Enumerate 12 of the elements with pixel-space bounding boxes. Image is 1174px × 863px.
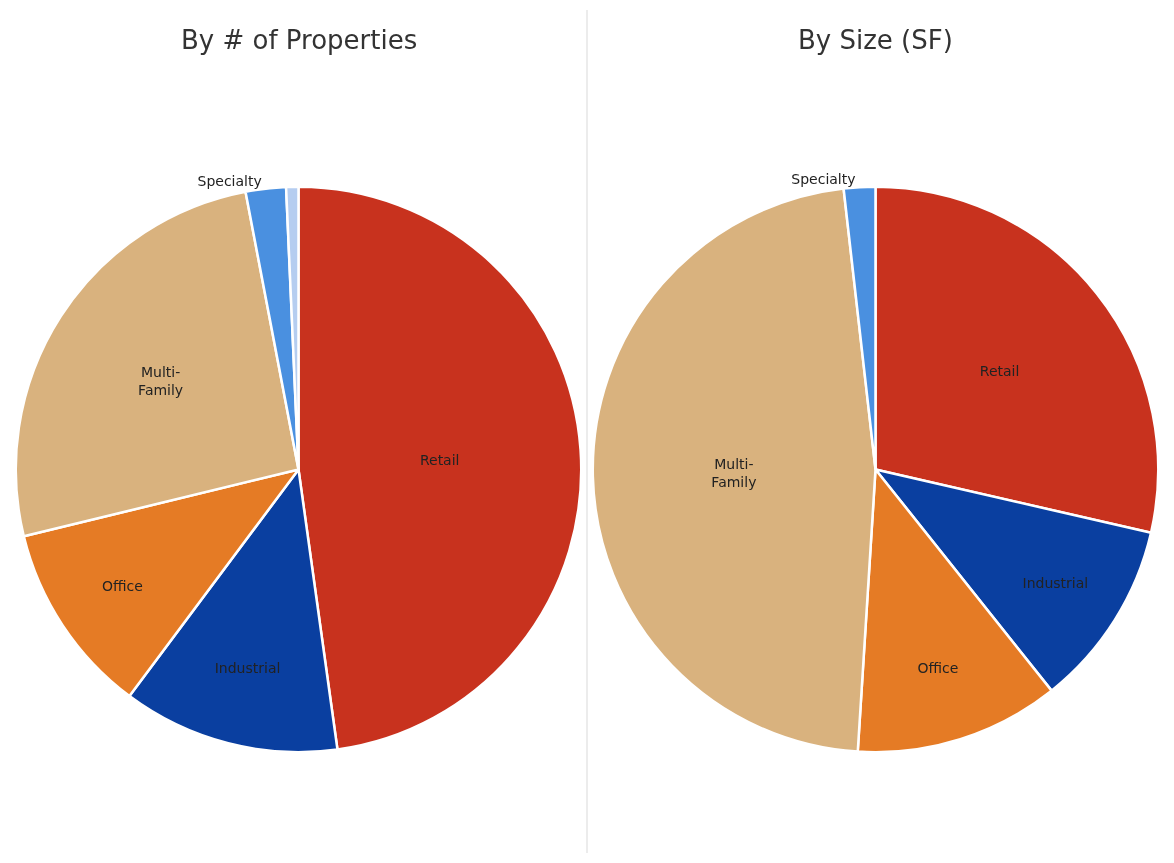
slice-label: Office — [917, 659, 959, 676]
slice-label: Office — [101, 577, 143, 594]
slice-label: Industrial — [214, 659, 281, 676]
chart-title: By # of Properties — [181, 25, 418, 55]
slice-label: Industrial — [1022, 574, 1089, 591]
chart-title: By Size (SF) — [798, 25, 953, 55]
slice-label: Retail — [419, 451, 460, 468]
slice-label: Retail — [979, 362, 1020, 379]
slice-label: Specialty — [791, 171, 856, 188]
slice-label: Specialty — [197, 172, 262, 189]
slice-label: Multi- Family — [711, 455, 757, 491]
slice-label: Multi- Family — [138, 363, 184, 398]
